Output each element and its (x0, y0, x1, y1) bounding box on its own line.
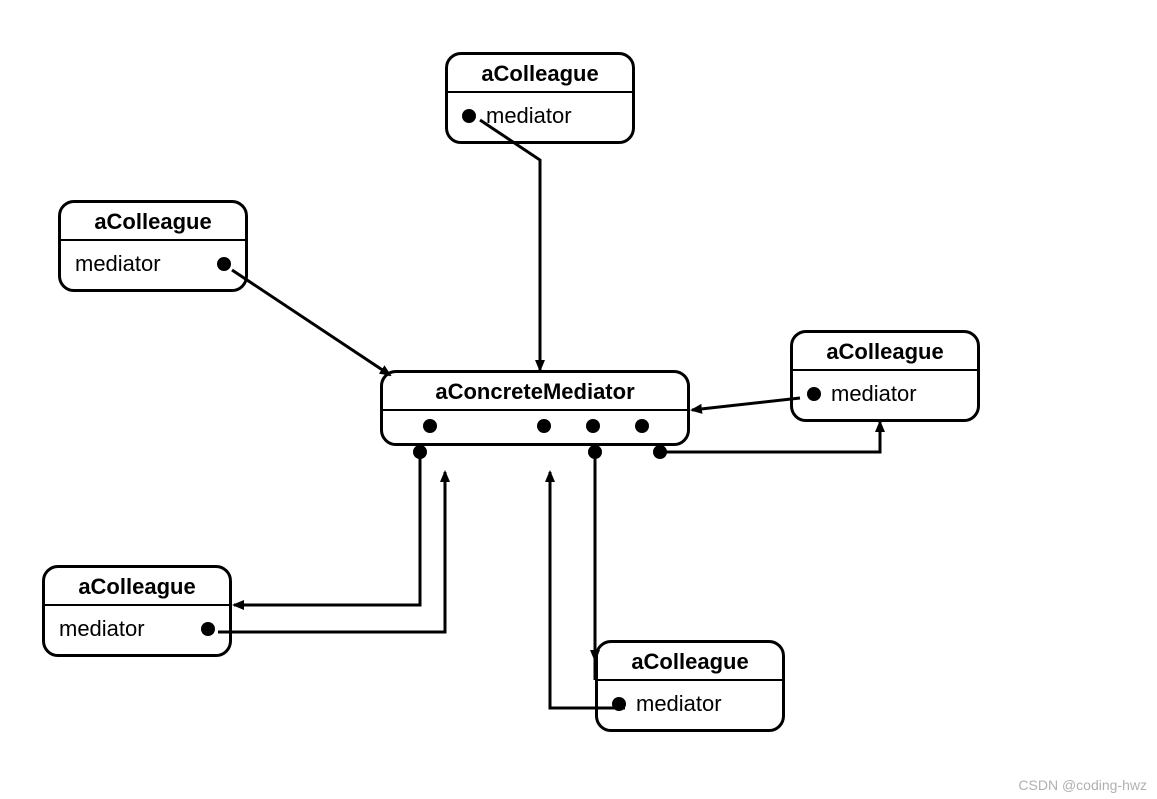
dot-icon (217, 257, 231, 271)
colleague-body: mediator (45, 606, 229, 654)
edge-mediator-to-leftlower (234, 452, 420, 605)
colleague-body: mediator (61, 241, 245, 289)
colleague-bottom-node: aColleague mediator (595, 640, 785, 732)
colleague-left-lower-node: aColleague mediator (42, 565, 232, 657)
dot-icon (635, 419, 649, 433)
colleague-body: mediator (598, 681, 782, 729)
dot-icon (423, 419, 437, 433)
colleague-title: aColleague (61, 203, 245, 241)
colleague-left-upper-node: aColleague mediator (58, 200, 248, 292)
edge-leftlower-to-mediator (218, 472, 445, 632)
colleague-title: aColleague (598, 643, 782, 681)
colleague-attr: mediator (486, 103, 572, 129)
colleague-title: aColleague (793, 333, 977, 371)
mediator-node: aConcreteMediator (380, 370, 690, 446)
dot-icon (462, 109, 476, 123)
edge-start-dot (413, 445, 427, 459)
colleague-attr: mediator (636, 691, 722, 717)
colleague-attr: mediator (75, 251, 161, 277)
colleague-body: mediator (448, 93, 632, 141)
colleague-attr: mediator (831, 381, 917, 407)
dot-icon (586, 419, 600, 433)
mediator-title: aConcreteMediator (383, 373, 687, 411)
edge-top-to-mediator (480, 120, 540, 370)
dot-icon (537, 419, 551, 433)
edge-start-dot (653, 445, 667, 459)
colleague-title: aColleague (448, 55, 632, 93)
watermark: CSDN @coding-hwz (1018, 777, 1147, 793)
dot-icon (201, 622, 215, 636)
colleague-top-node: aColleague mediator (445, 52, 635, 144)
edge-right-to-mediator (692, 398, 800, 410)
edge-start-dot (588, 445, 602, 459)
colleague-body: mediator (793, 371, 977, 419)
edge-leftupper-to-mediator (232, 270, 390, 375)
mediator-dots (383, 411, 687, 443)
colleague-title: aColleague (45, 568, 229, 606)
dot-icon (612, 697, 626, 711)
colleague-right-node: aColleague mediator (790, 330, 980, 422)
colleague-attr: mediator (59, 616, 145, 642)
dot-icon (807, 387, 821, 401)
edge-mediator-to-right (660, 422, 880, 452)
